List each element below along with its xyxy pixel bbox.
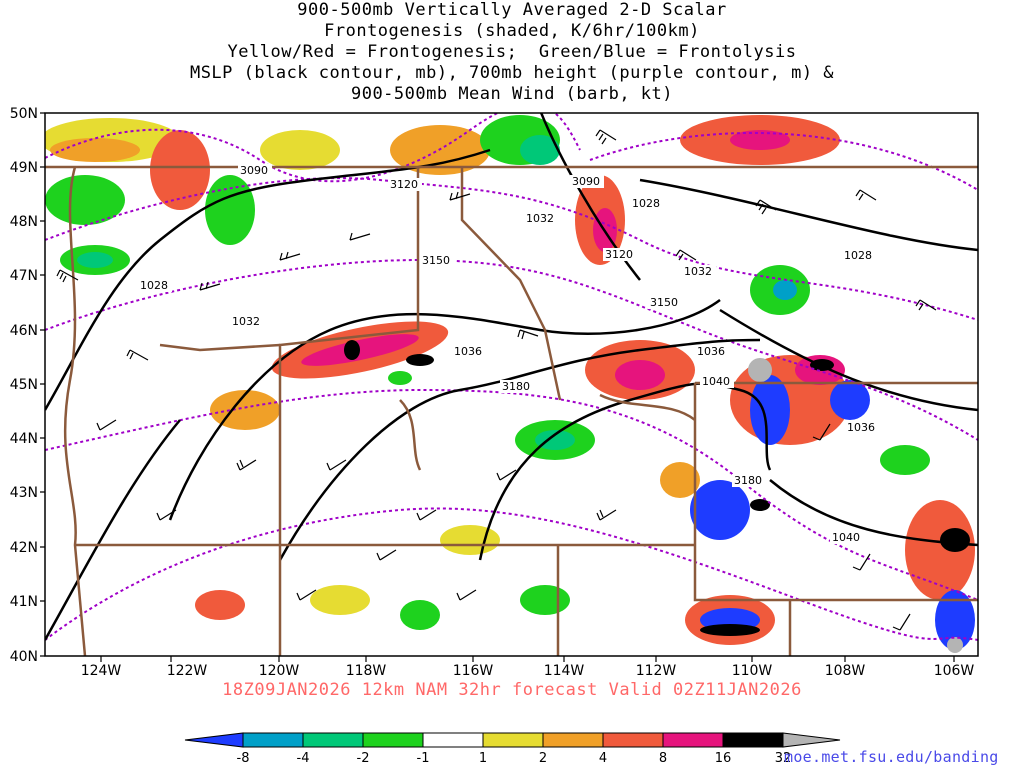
- lat-label: 48N: [10, 214, 38, 230]
- lon-label: 120W: [259, 663, 300, 679]
- lon-label: 106W: [934, 663, 975, 679]
- lat-label: 40N: [10, 649, 38, 665]
- lat-label: 43N: [10, 485, 38, 501]
- axis-ticks: [40, 112, 955, 662]
- title-line-4: MSLP (black contour, mb), 700mb height (…: [189, 63, 835, 83]
- mslp-label: 1036: [695, 345, 729, 358]
- svg-text:1028: 1028: [632, 197, 660, 210]
- lon-label: 118W: [346, 663, 387, 679]
- lat-label: 47N: [10, 268, 38, 284]
- mslp-label: 1036: [452, 345, 486, 358]
- lon-label: 122W: [167, 663, 208, 679]
- lat-label: 45N: [10, 377, 38, 393]
- svg-text:3180: 3180: [734, 474, 762, 487]
- title-line-1: 900-500mb Vertically Averaged 2-D Scalar: [297, 0, 727, 20]
- mslp-label: 1040: [830, 531, 864, 544]
- mslp-label: 1032: [682, 265, 716, 278]
- height-contours: [45, 113, 978, 641]
- lon-label: 116W: [453, 663, 494, 679]
- lon-label: 124W: [81, 663, 122, 679]
- svg-text:1040: 1040: [832, 531, 860, 544]
- svg-text:3120: 3120: [605, 248, 633, 261]
- svg-text:1032: 1032: [232, 315, 260, 328]
- contour-labels: 1028 1032 1036 1040 1036 1040 1036 1032 …: [138, 164, 879, 544]
- svg-text:3090: 3090: [572, 175, 600, 188]
- mslp-label: 1032: [524, 212, 558, 225]
- title-line-5: 900-500mb Mean Wind (barb, kt): [350, 84, 674, 104]
- lat-label: 49N: [10, 160, 38, 176]
- height-label: 3120: [603, 248, 637, 261]
- lat-label: 44N: [10, 431, 38, 447]
- chart-title: 900-500mb Vertically Averaged 2-D Scalar…: [0, 0, 1024, 105]
- height-label: 3120: [388, 178, 422, 191]
- lat-label: 50N: [10, 106, 38, 122]
- height-label: 3150: [648, 296, 682, 309]
- svg-text:3120: 3120: [390, 178, 418, 191]
- title-line-3: Yellow/Red = Frontogenesis; Green/Blue =…: [227, 42, 797, 62]
- mslp-label: 1028: [138, 279, 172, 292]
- longitude-labels: 124W 122W 120W 118W 116W 114W 112W 110W …: [81, 663, 975, 679]
- svg-text:3150: 3150: [422, 254, 450, 267]
- mslp-label: 1036: [845, 421, 879, 434]
- mslp-label: 1028: [842, 249, 876, 262]
- height-label: 3090: [238, 164, 272, 177]
- svg-text:3150: 3150: [650, 296, 678, 309]
- mslp-label: 1040: [700, 375, 734, 388]
- svg-text:1040: 1040: [702, 375, 730, 388]
- lat-label: 46N: [10, 323, 38, 339]
- svg-text:1032: 1032: [526, 212, 554, 225]
- mslp-label: 1032: [230, 315, 264, 328]
- wind-barbs: [56, 129, 937, 631]
- svg-text:1036: 1036: [454, 345, 482, 358]
- svg-text:1036: 1036: [697, 345, 725, 358]
- valid-time-line: 18Z09JAN2026 12km NAM 32hr forecast Vali…: [222, 680, 802, 700]
- height-label: 3180: [732, 474, 766, 487]
- svg-text:1028: 1028: [844, 249, 872, 262]
- height-label: 3090: [570, 175, 604, 188]
- svg-text:3090: 3090: [240, 164, 268, 177]
- lat-label: 42N: [10, 540, 38, 556]
- latitude-labels: 50N 49N 48N 47N 46N 45N 44N 43N 42N 41N …: [10, 106, 38, 665]
- lon-label: 114W: [544, 663, 585, 679]
- credit-url: moe.met.fsu.edu/banding: [784, 748, 999, 766]
- height-label: 3150: [420, 254, 454, 267]
- svg-text:3180: 3180: [502, 380, 530, 393]
- svg-text:1032: 1032: [684, 265, 712, 278]
- political-borders: [45, 165, 978, 656]
- title-line-2: Frontogenesis (shaded, K/6hr/100km): [324, 21, 700, 41]
- lat-label: 41N: [10, 594, 38, 610]
- lon-label: 110W: [732, 663, 773, 679]
- lon-label: 112W: [636, 663, 677, 679]
- svg-text:1036: 1036: [847, 421, 875, 434]
- height-label: 3180: [500, 380, 534, 393]
- svg-text:1028: 1028: [140, 279, 168, 292]
- mslp-label: 1028: [630, 197, 664, 210]
- lon-label: 108W: [825, 663, 866, 679]
